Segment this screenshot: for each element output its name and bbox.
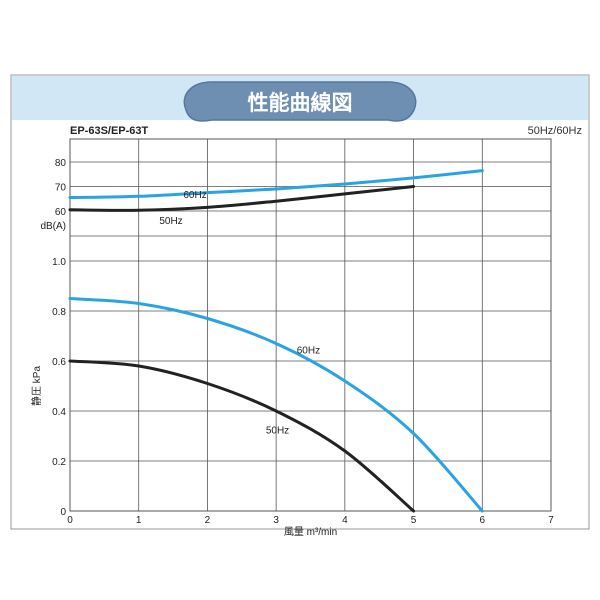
x-tick-label: 1 [136,515,142,526]
noise-axis-label: dB(A) [40,221,66,232]
pressure-series-label-60hz: 60Hz [297,346,320,357]
pressure-series-label-50hz: 50Hz [266,426,289,437]
x-tick-label: 7 [548,515,554,526]
noise-series-label-60hz: 60Hz [183,190,206,201]
title-banner [183,81,417,122]
y-tick-label: 0.2 [52,457,66,468]
pressure-line-60hz [68,297,484,513]
y-axis-label: 静圧 kPa [30,366,43,406]
noise-line-50hz [68,185,416,212]
noise-tick-label: 60 [55,207,67,218]
noise-line-60hz [68,169,484,200]
y-tick-label: 0.8 [52,307,66,318]
y-tick-label: 1.0 [52,257,66,268]
x-tick-label: 0 [67,515,73,526]
chart-title: 性能曲線図 [248,91,353,115]
noise-tick-label: 70 [55,183,67,194]
x-tick-label: 2 [205,515,211,526]
model-label: EP-63S/EP-63T [70,125,149,137]
noise-series-label-50hz: 50Hz [159,216,182,227]
plot-border [69,138,552,512]
x-tick-label: 4 [342,515,348,526]
pressure-line-50hz [68,359,416,513]
y-tick-label: 0.4 [52,407,66,418]
noise-tick-label: 80 [55,158,67,169]
y-tick-label: 0 [60,507,66,518]
x-tick-label: 6 [480,515,486,526]
y-tick-label: 0.6 [52,357,66,368]
x-axis-label: 風量 m³/min [284,526,337,538]
x-tick-label: 5 [411,515,417,526]
frequency-note: 50Hz/60Hz [528,125,582,137]
x-tick-label: 3 [273,515,279,526]
